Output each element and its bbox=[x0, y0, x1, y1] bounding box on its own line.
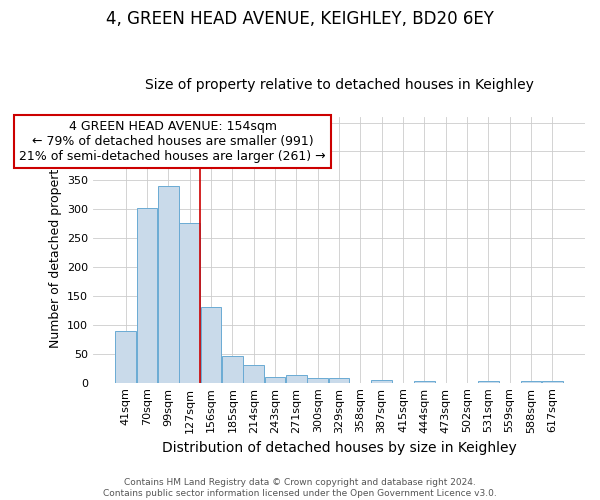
Bar bbox=[179, 222, 200, 382]
Bar bbox=[137, 208, 157, 382]
Bar bbox=[201, 307, 221, 382]
Bar bbox=[158, 186, 179, 382]
Bar bbox=[521, 381, 541, 382]
Y-axis label: Number of detached properties: Number of detached properties bbox=[49, 151, 62, 348]
Bar bbox=[286, 375, 307, 382]
X-axis label: Distribution of detached houses by size in Keighley: Distribution of detached houses by size … bbox=[161, 441, 517, 455]
Bar bbox=[265, 378, 286, 382]
Title: Size of property relative to detached houses in Keighley: Size of property relative to detached ho… bbox=[145, 78, 533, 92]
Text: 4 GREEN HEAD AVENUE: 154sqm
← 79% of detached houses are smaller (991)
21% of se: 4 GREEN HEAD AVENUE: 154sqm ← 79% of det… bbox=[19, 120, 326, 162]
Bar bbox=[244, 366, 264, 382]
Bar bbox=[115, 330, 136, 382]
Bar bbox=[371, 380, 392, 382]
Text: 4, GREEN HEAD AVENUE, KEIGHLEY, BD20 6EY: 4, GREEN HEAD AVENUE, KEIGHLEY, BD20 6EY bbox=[106, 10, 494, 28]
Bar bbox=[222, 356, 243, 382]
Bar bbox=[329, 378, 349, 382]
Text: Contains HM Land Registry data © Crown copyright and database right 2024.
Contai: Contains HM Land Registry data © Crown c… bbox=[103, 478, 497, 498]
Bar bbox=[542, 381, 563, 382]
Bar bbox=[414, 381, 434, 382]
Bar bbox=[307, 378, 328, 382]
Bar bbox=[478, 381, 499, 382]
